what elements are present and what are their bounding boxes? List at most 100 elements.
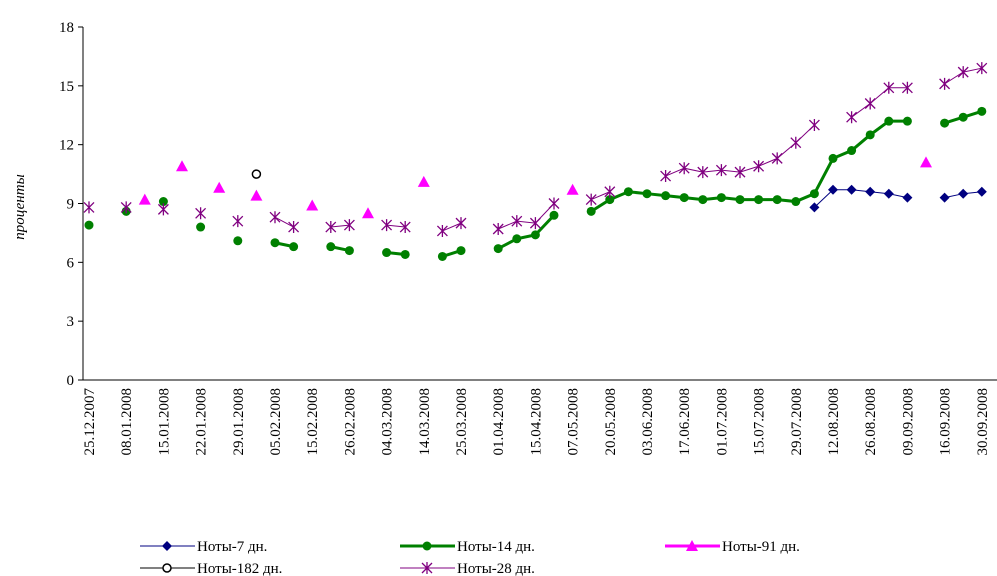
triangle <box>250 189 263 201</box>
diamond <box>809 202 820 213</box>
x-tick-label: 14.03.2008 <box>417 388 433 456</box>
dot <box>158 197 168 207</box>
legend-label: Ноты-182 дн. <box>197 561 282 576</box>
legend-label: Ноты-14 дн. <box>457 539 535 555</box>
triangle <box>138 193 151 205</box>
x-tick-label: 01.07.2008 <box>714 388 730 456</box>
dot <box>679 193 689 203</box>
marker <box>512 234 522 244</box>
dot <box>772 195 782 205</box>
marker <box>847 146 857 156</box>
x-tick-label: 15.07.2008 <box>752 388 768 456</box>
asterisk <box>976 62 988 75</box>
marker <box>698 195 708 205</box>
dot <box>847 146 857 156</box>
dot <box>735 195 745 205</box>
triangle <box>362 207 374 219</box>
dot <box>828 153 838 163</box>
asterisk <box>585 193 597 206</box>
x-tick-label: 15.04.2008 <box>528 388 544 456</box>
triangle <box>566 183 579 195</box>
marker <box>306 199 319 211</box>
marker <box>399 221 411 234</box>
marker <box>436 224 448 237</box>
asterisk <box>660 170 672 183</box>
marker <box>808 119 820 132</box>
diamond <box>976 186 987 197</box>
asterisk <box>436 224 448 237</box>
dot <box>884 116 894 126</box>
dot <box>233 236 243 246</box>
asterisk <box>771 152 783 165</box>
x-tick-label: 12.08.2008 <box>826 388 842 456</box>
diamond <box>828 184 838 195</box>
marker <box>455 217 467 230</box>
asterisk <box>120 201 132 214</box>
dot <box>456 246 466 256</box>
x-tick-label: 29.07.2008 <box>789 388 805 456</box>
x-tick-label: 04.03.2008 <box>380 388 396 456</box>
x-tick-label: 20.05.2008 <box>603 388 619 456</box>
marker <box>679 193 689 203</box>
marker <box>437 251 447 261</box>
asterisk <box>697 166 709 179</box>
marker <box>697 166 709 179</box>
diamond <box>846 184 857 195</box>
triangle <box>686 540 698 551</box>
asterisk <box>195 207 207 220</box>
marker <box>530 230 540 240</box>
marker <box>716 193 726 203</box>
asterisk <box>421 562 433 574</box>
marker <box>865 186 876 197</box>
dot <box>289 242 299 252</box>
asterisk <box>715 164 727 177</box>
asterisk <box>232 215 244 228</box>
marker <box>233 236 243 246</box>
marker <box>381 219 393 232</box>
marker <box>251 169 262 179</box>
marker <box>940 118 950 128</box>
marker <box>902 192 913 203</box>
marker <box>939 192 950 203</box>
asterisk <box>957 66 969 79</box>
x-tick-label: 05.02.2008 <box>268 388 284 456</box>
marker <box>157 203 169 216</box>
marker <box>162 541 172 551</box>
marker <box>548 197 560 210</box>
marker <box>771 152 783 165</box>
marker <box>686 540 698 551</box>
dot <box>809 189 819 199</box>
y-axis-label: проценты <box>12 174 28 239</box>
marker <box>828 184 838 195</box>
x-tick-label: 15.02.2008 <box>305 388 321 456</box>
series-line <box>274 109 983 258</box>
marker <box>958 112 968 122</box>
y-tick-label: 12 <box>59 138 74 154</box>
marker <box>493 244 503 254</box>
asterisk <box>548 197 560 210</box>
asterisk <box>325 221 337 234</box>
marker <box>585 193 597 206</box>
asterisk <box>455 217 467 230</box>
marker <box>326 242 336 252</box>
asterisk <box>901 81 913 94</box>
asterisk <box>83 201 95 214</box>
marker <box>846 111 858 124</box>
marker <box>958 188 969 199</box>
dot <box>493 244 503 254</box>
x-tick-label: 25.12.2007 <box>82 388 98 456</box>
marker <box>344 246 354 256</box>
marker <box>865 130 875 140</box>
marker <box>138 193 151 205</box>
marker <box>162 563 172 573</box>
dot <box>791 197 801 207</box>
asterisk <box>288 221 300 234</box>
y-tick-label: 15 <box>59 79 74 95</box>
asterisk <box>753 160 765 173</box>
marker <box>511 215 523 228</box>
marker <box>734 166 746 179</box>
marker <box>269 211 281 224</box>
asterisk <box>511 215 523 228</box>
asterisk <box>492 222 504 235</box>
